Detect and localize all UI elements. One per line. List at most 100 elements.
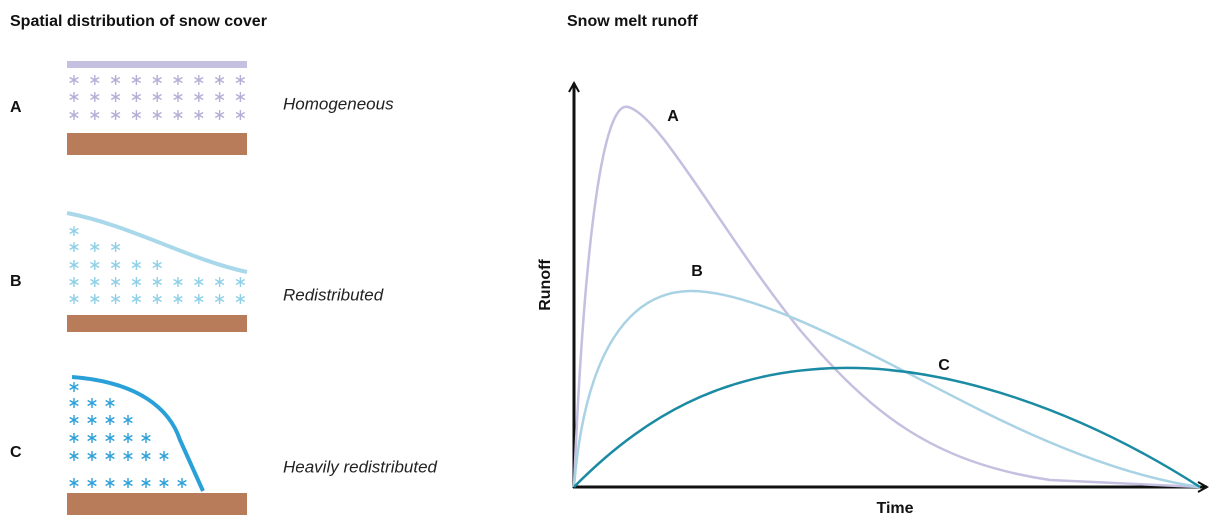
snowflake (110, 278, 121, 286)
snowflake (141, 479, 151, 487)
snowflake (87, 452, 97, 460)
snowflake (152, 93, 162, 101)
snowflake (194, 295, 204, 303)
snowflake (69, 479, 79, 487)
snowflake (123, 416, 133, 424)
snowflake (152, 295, 162, 303)
row-label: C (10, 444, 22, 461)
snowflake (152, 76, 162, 84)
snowflake (131, 295, 142, 303)
snow-surface (71, 375, 205, 492)
snowflake (214, 76, 225, 84)
snowflake (90, 93, 100, 101)
curve-b (572, 289, 1201, 489)
snowflake (105, 452, 115, 460)
snowflake (159, 452, 169, 460)
snowflake (69, 93, 79, 101)
y-axis-label: Runoff (537, 259, 554, 311)
row-description: Redistributed (283, 285, 384, 304)
snowflake (69, 416, 79, 424)
snowflake (69, 278, 79, 286)
snowflake (194, 93, 204, 101)
snowflake (110, 93, 121, 101)
snowflake (235, 295, 246, 303)
snowflake (173, 93, 183, 101)
row-description: Homogeneous (283, 94, 394, 113)
snowflake (131, 111, 142, 119)
snowflake (69, 261, 79, 269)
row-label: A (10, 99, 22, 116)
row-description: Heavily redistributed (283, 457, 438, 476)
snowflake (214, 93, 225, 101)
right-title: Snow melt runoff (567, 13, 698, 30)
snowflake (131, 278, 142, 286)
ground (67, 315, 247, 332)
snowflake (177, 479, 187, 487)
snowflake (110, 261, 121, 269)
x-axis-label: Time (876, 500, 913, 517)
snowflake (173, 295, 183, 303)
snowflake (87, 399, 97, 407)
snowflake (131, 93, 142, 101)
snowflake (69, 76, 79, 84)
snowflake (105, 416, 115, 424)
snowflake (123, 434, 133, 442)
snow-surface (67, 61, 247, 68)
snowflake (235, 278, 246, 286)
snowflake (214, 111, 225, 119)
snowflake (105, 479, 115, 487)
snowflake (90, 111, 100, 119)
snowflake (90, 261, 100, 269)
row-label: B (10, 273, 22, 290)
snowflake (69, 383, 79, 391)
snowflake (69, 399, 79, 407)
snowflake (214, 278, 225, 286)
snowflake (87, 479, 97, 487)
snow-surface (66, 211, 248, 274)
curve-label: A (667, 108, 679, 125)
snowflake (69, 227, 79, 235)
snowflake (235, 111, 246, 119)
snowflake (173, 278, 183, 286)
curve-a (572, 105, 1201, 489)
snowflake (235, 76, 246, 84)
snowflake (69, 452, 79, 460)
snowflake (87, 416, 97, 424)
snowflake (110, 76, 121, 84)
snowflake (69, 243, 79, 251)
snowflake (90, 278, 100, 286)
snowflake (152, 111, 162, 119)
snowflake (214, 295, 225, 303)
snowflake (152, 278, 162, 286)
snowflake (69, 434, 79, 442)
snowflake (173, 76, 183, 84)
snowflake (131, 261, 142, 269)
left-title: Spatial distribution of snow cover (10, 13, 267, 30)
snowflake (110, 243, 121, 251)
curve-label: B (691, 263, 703, 280)
snowflakes (69, 75, 246, 488)
curve-c (573, 366, 1201, 489)
snowflake (141, 452, 151, 460)
snowflake (90, 243, 100, 251)
snowflake (105, 399, 115, 407)
snowflake (194, 76, 204, 84)
snowflake (235, 93, 246, 101)
snowflake (87, 434, 97, 442)
snowflake (110, 111, 121, 119)
snowflake (123, 452, 133, 460)
snowflake (131, 76, 142, 84)
snowflake (110, 295, 121, 303)
snowflake (173, 111, 183, 119)
snowflake (159, 479, 169, 487)
curve-label: C (938, 357, 950, 374)
snowflake (69, 111, 79, 119)
snowflake (141, 434, 151, 442)
snowflake (194, 111, 204, 119)
snowflake (90, 76, 100, 84)
snowflake (105, 434, 115, 442)
ground (67, 493, 247, 515)
snowflake (194, 278, 204, 286)
snowflake (123, 479, 133, 487)
